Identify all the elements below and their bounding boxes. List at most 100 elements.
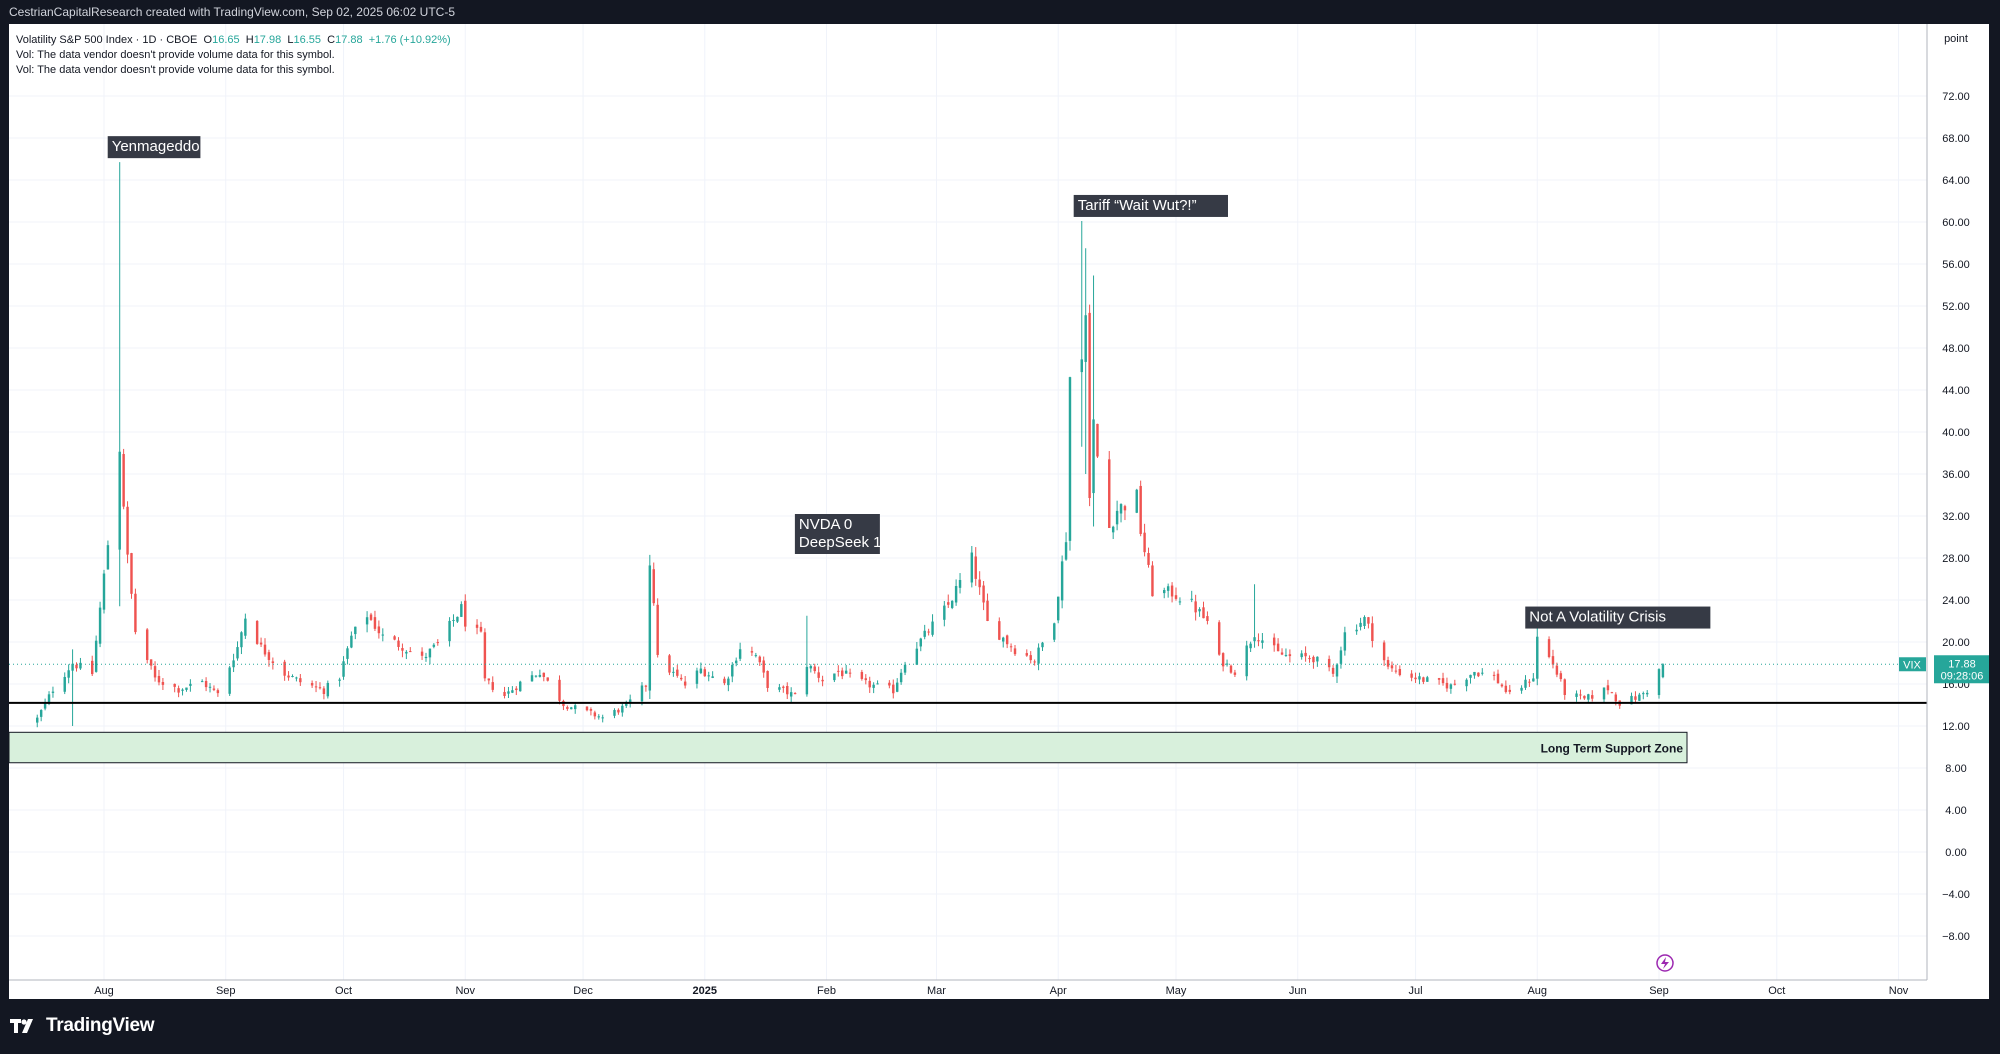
candle: [157, 669, 161, 686]
candle-body: [711, 676, 714, 678]
candle-body: [1312, 656, 1315, 663]
candle: [181, 688, 184, 696]
candle: [754, 652, 758, 658]
candle: [970, 546, 974, 588]
candle: [1638, 692, 1641, 702]
candle-body: [475, 624, 479, 628]
candle-body: [515, 688, 518, 691]
candle: [39, 709, 43, 722]
candle: [1202, 601, 1205, 619]
candle-body: [1614, 694, 1618, 702]
candle: [1147, 547, 1150, 568]
price-scale-bg: [1927, 24, 1989, 980]
candle: [923, 624, 926, 640]
candle-body: [868, 680, 871, 688]
candle-body: [420, 651, 424, 656]
candle: [1583, 695, 1586, 700]
candle-body: [428, 648, 432, 658]
candle: [1335, 663, 1339, 683]
candle: [640, 682, 644, 706]
candle-body: [91, 660, 94, 675]
candle-body: [676, 669, 679, 676]
candle: [1445, 677, 1449, 692]
candle: [1225, 659, 1229, 667]
candle: [1579, 689, 1582, 700]
candle-body: [1335, 664, 1339, 677]
candle: [1316, 656, 1319, 667]
candle-body: [255, 620, 259, 644]
candle: [727, 676, 730, 692]
candle: [621, 703, 624, 717]
time-tick-label: Dec: [573, 985, 593, 997]
candle-body: [338, 679, 341, 681]
candle-body: [1583, 695, 1586, 699]
candle: [723, 676, 726, 686]
candle-body: [75, 664, 78, 669]
annotation-text: Yenmageddon: [112, 138, 208, 155]
candle-body: [181, 689, 184, 691]
candle-body: [1056, 596, 1060, 621]
candle: [43, 698, 47, 711]
candle-body: [1394, 670, 1398, 672]
candle-body: [1272, 637, 1276, 646]
candle: [750, 646, 754, 656]
candle-body: [240, 632, 243, 648]
candle: [1249, 641, 1252, 653]
candle-body: [216, 690, 220, 694]
candle: [287, 671, 290, 681]
candle-body: [1657, 669, 1661, 696]
candle-body: [39, 710, 43, 717]
candle-body: [1088, 312, 1091, 499]
legend-low-value: 16.55: [293, 34, 321, 46]
candle: [255, 620, 259, 645]
candle: [860, 669, 864, 681]
annotation-box: [794, 514, 880, 554]
candle: [507, 686, 510, 699]
candle-body: [546, 677, 549, 681]
candle: [153, 661, 157, 682]
tradingview-logo[interactable]: TradingView: [10, 1013, 155, 1039]
candle: [381, 628, 385, 642]
annotation-label: Not A Volatility Crisis: [1525, 606, 1711, 629]
candle-body: [986, 600, 989, 622]
tradingview-logo-icon: [10, 1019, 33, 1033]
candle-body: [982, 585, 985, 603]
candle-body: [511, 690, 514, 693]
candle: [986, 593, 989, 622]
candle: [232, 653, 235, 673]
candle-body: [778, 687, 781, 690]
time-tick-label: Jul: [1409, 985, 1423, 997]
candle: [1657, 668, 1661, 699]
candle: [1025, 649, 1029, 657]
candle-body: [1410, 673, 1413, 678]
candle: [1367, 616, 1370, 629]
candle: [833, 673, 836, 683]
candle: [1551, 649, 1555, 669]
candle-body: [1528, 681, 1531, 683]
candle-body: [1206, 616, 1209, 621]
candle: [177, 685, 180, 698]
candle: [428, 648, 432, 665]
candle-body: [1249, 643, 1252, 649]
candle-body: [483, 632, 487, 679]
candle-body: [94, 640, 98, 672]
candle-body: [950, 600, 954, 608]
price-tick-label: 8.00: [1945, 763, 1966, 775]
candle-body: [1579, 694, 1582, 696]
candle-body: [63, 676, 66, 692]
candle-body: [1147, 553, 1150, 565]
candle-body: [1661, 664, 1665, 678]
candle-body: [401, 648, 404, 651]
annotation-box: [107, 136, 201, 159]
candle: [1111, 525, 1115, 540]
candle: [1359, 617, 1362, 631]
candle: [915, 641, 919, 666]
candle-body: [919, 638, 922, 647]
candle-body: [51, 691, 55, 693]
candle-body: [841, 670, 844, 677]
candle: [326, 680, 330, 699]
candle: [1194, 594, 1197, 621]
legend-symbol[interactable]: Volatility S&P 500 Index · 1D · CBOE: [16, 34, 198, 46]
